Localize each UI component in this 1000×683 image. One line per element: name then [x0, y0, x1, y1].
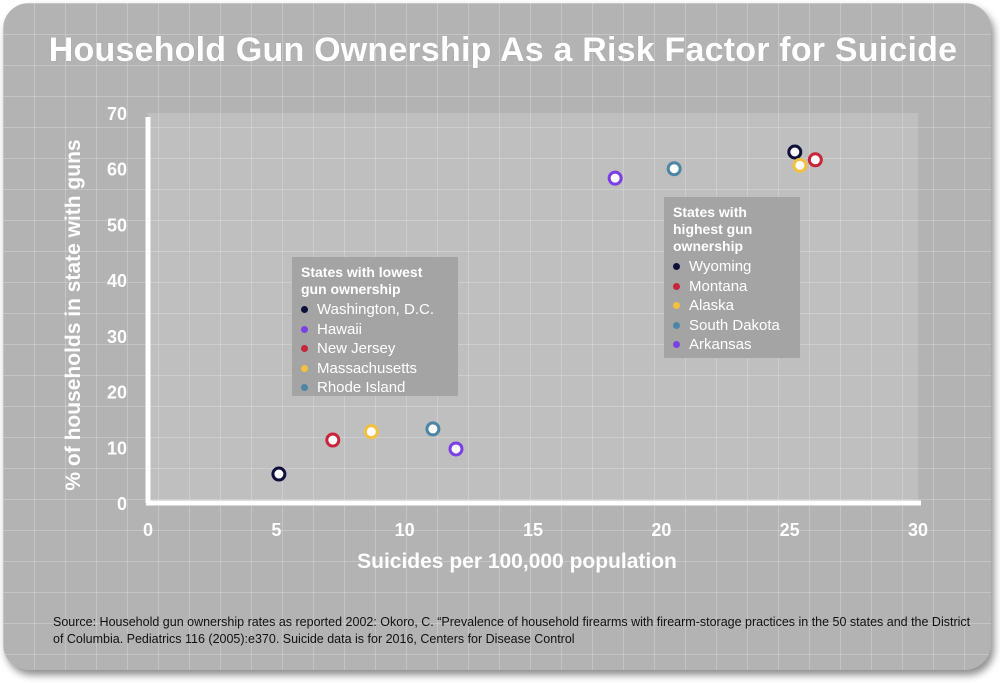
y-tick-label: 40 [107, 271, 127, 291]
legend-marker [673, 341, 680, 349]
legend-item: Wyoming [673, 257, 792, 277]
legend-label: South Dakota [689, 316, 780, 334]
legend-label: Hawaii [317, 320, 363, 338]
legend-label: Arkansas [689, 336, 752, 353]
legend-lowest-title-line-1: States with lowest [301, 264, 423, 280]
y-tick-label: 0 [117, 494, 127, 514]
data-point [271, 466, 287, 482]
legend-highest-title-line-3: ownership [673, 238, 744, 254]
x-tick-label: 25 [780, 520, 800, 540]
chart-card: Household Gun Ownership As a Risk Factor… [3, 3, 991, 670]
legend-item: South Dakota [673, 316, 792, 336]
legend-highest-ownership: States with highest gun ownership Wyomin… [664, 197, 800, 358]
legend-lowest-title: States with lowest gun ownership [301, 264, 450, 298]
legend-highest-items: Wyoming Montana Alaska South Dakota Arkansas [673, 257, 792, 355]
legend-lowest-items: Washington, D.C. Hawaii New Jersey Massachu… [301, 300, 450, 398]
source-note: Source: Household gun ownership rates as… [53, 615, 971, 646]
y-tick-label: 50 [107, 215, 127, 235]
legend-label: New Jersey [317, 340, 396, 357]
legend-item: New Jersey [301, 339, 450, 359]
scatter-plot: 0 10 20 30 40 50 60 70 0 5 10 15 20 25 30 Suicides per … [62, 104, 928, 573]
legend-label: Montana [689, 277, 748, 295]
legend-marker [673, 263, 680, 271]
legend-label: Wyoming [689, 258, 752, 275]
legend-marker [301, 384, 308, 392]
x-tick-label: 0 [143, 520, 153, 540]
x-axis-title: Suicides per 100,000 population [357, 550, 677, 573]
x-tick-label: 30 [908, 520, 928, 540]
y-tick-label: 20 [107, 383, 127, 403]
data-point [787, 144, 803, 160]
legend-item: Montana [673, 277, 792, 297]
data-point [425, 421, 441, 437]
x-tick-label: 10 [395, 520, 415, 540]
legend-item: Arkansas [673, 335, 792, 355]
y-tick-label: 70 [107, 104, 127, 124]
data-point [666, 161, 682, 177]
legend-item: Hawaii [301, 320, 450, 340]
legend-lowest-title-line-2: gun ownership [301, 281, 401, 297]
legend-marker [301, 364, 308, 372]
legend-highest-title-line-1: States with [673, 204, 747, 220]
legend-item: Massachusetts [301, 359, 450, 379]
legend-highest-title-line-2: highest gun [673, 221, 753, 237]
data-point [325, 432, 341, 448]
data-point [607, 170, 623, 186]
legend-label: Alaska [689, 297, 735, 314]
chart-title: Household Gun Ownership As a Risk Factor… [48, 31, 958, 69]
legend-lowest-ownership: States with lowest gun ownership Washing… [292, 257, 458, 396]
x-tick-label: 20 [651, 520, 671, 540]
data-point [363, 424, 379, 440]
data-point [807, 152, 823, 168]
legend-label: Massachusetts [317, 359, 418, 377]
legend-marker [301, 325, 308, 333]
legend-highest-title: States with highest gun ownership [673, 204, 792, 255]
legend-marker [673, 282, 680, 290]
x-tick-label: 5 [271, 520, 281, 540]
y-axis-title: % of households in state with guns [62, 139, 85, 490]
x-tick-label: 15 [523, 520, 543, 540]
legend-marker [673, 302, 680, 310]
legend-marker [673, 321, 680, 329]
legend-label: Washington, D.C. [317, 301, 434, 318]
y-tick-label: 30 [107, 327, 127, 347]
data-point [448, 441, 464, 457]
y-tick-label: 60 [107, 160, 127, 180]
legend-marker [301, 345, 308, 353]
data-point [792, 157, 808, 173]
legend-item: Washington, D.C. [301, 300, 450, 320]
y-tick-label: 10 [107, 438, 127, 458]
legend-label: Rhode Island [317, 379, 406, 396]
legend-item: Alaska [673, 296, 792, 316]
legend-item: Rhode Island [301, 378, 450, 398]
legend-marker [301, 306, 308, 314]
